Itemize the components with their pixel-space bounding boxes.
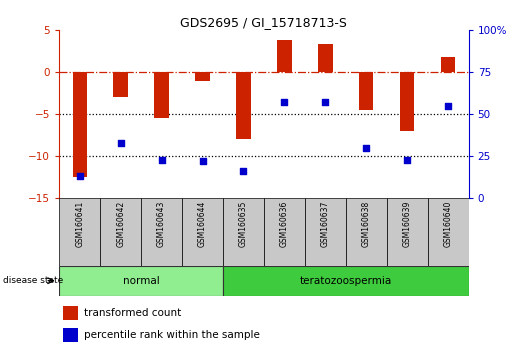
Point	[280, 99, 288, 105]
Point	[444, 103, 452, 109]
Title: GDS2695 / GI_15718713-S: GDS2695 / GI_15718713-S	[180, 16, 348, 29]
Bar	[63, 306, 78, 320]
Bar	[427, 198, 469, 266]
Text: GSM160639: GSM160639	[403, 200, 411, 247]
Bar	[441, 57, 455, 72]
Bar	[236, 72, 251, 139]
Bar	[113, 72, 128, 97]
Text: percentile rank within the sample: percentile rank within the sample	[84, 330, 260, 339]
Text: GSM160637: GSM160637	[321, 200, 330, 247]
Text: teratozoospermia: teratozoospermia	[300, 275, 392, 286]
Point	[403, 157, 411, 162]
Point	[158, 157, 166, 162]
Text: GSM160638: GSM160638	[362, 200, 371, 246]
Bar	[387, 198, 427, 266]
Text: GSM160641: GSM160641	[75, 200, 84, 246]
Point	[76, 173, 84, 179]
Text: transformed count: transformed count	[84, 308, 181, 318]
Text: normal: normal	[123, 275, 160, 286]
Text: GSM160636: GSM160636	[280, 200, 289, 247]
Bar	[264, 198, 305, 266]
Bar	[400, 72, 415, 131]
Bar	[305, 198, 346, 266]
Bar	[277, 40, 291, 72]
Point	[321, 99, 330, 105]
Bar	[195, 72, 210, 81]
Bar	[359, 72, 373, 110]
Bar	[100, 198, 141, 266]
Text: GSM160643: GSM160643	[157, 200, 166, 247]
Text: GSM160640: GSM160640	[444, 200, 453, 247]
Bar	[59, 198, 100, 266]
Bar	[73, 72, 87, 177]
Bar	[141, 198, 182, 266]
Bar	[182, 198, 223, 266]
Bar	[63, 328, 78, 342]
Text: disease state: disease state	[3, 276, 63, 285]
Bar	[346, 198, 387, 266]
Point	[239, 169, 248, 174]
Bar	[154, 72, 169, 118]
Point	[198, 159, 207, 164]
Bar	[318, 44, 333, 72]
Bar	[223, 198, 264, 266]
Bar	[59, 266, 223, 296]
Text: GSM160635: GSM160635	[239, 200, 248, 247]
Bar	[223, 266, 469, 296]
Text: GSM160644: GSM160644	[198, 200, 207, 247]
Text: GSM160642: GSM160642	[116, 200, 125, 246]
Point	[116, 140, 125, 145]
Point	[362, 145, 370, 151]
